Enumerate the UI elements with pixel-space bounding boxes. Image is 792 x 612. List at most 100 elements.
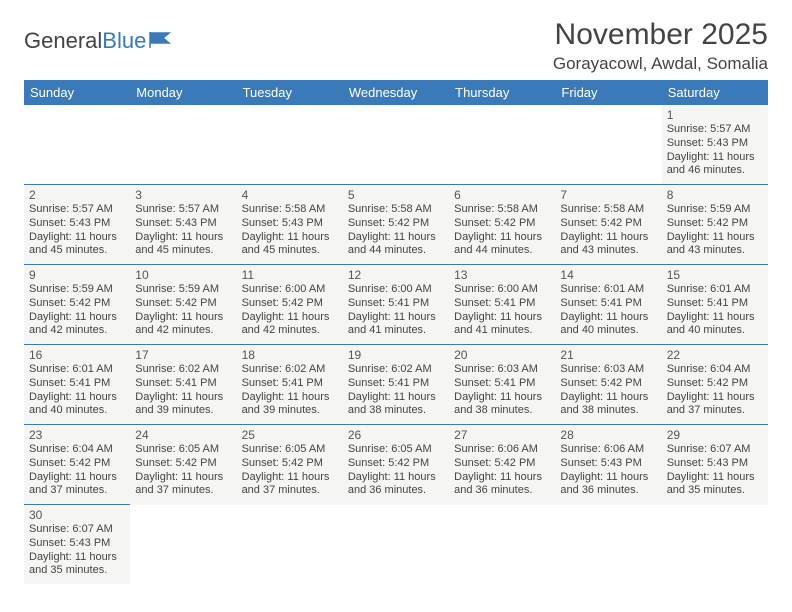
sunrise-line: Sunrise: 6:04 AM [667, 363, 763, 377]
flag-icon [149, 31, 173, 49]
calendar-cell: 3Sunrise: 5:57 AMSunset: 5:43 PMDaylight… [130, 185, 236, 265]
daylight-line: Daylight: 11 hours and 35 minutes. [667, 471, 763, 499]
daylight-line: Daylight: 11 hours and 37 minutes. [135, 471, 231, 499]
sunrise-line: Sunrise: 6:05 AM [348, 443, 444, 457]
sunrise-line: Sunrise: 6:04 AM [29, 443, 125, 457]
daylight-line: Daylight: 11 hours and 38 minutes. [348, 391, 444, 419]
daylight-line: Daylight: 11 hours and 42 minutes. [29, 311, 125, 339]
calendar-cell: 14Sunrise: 6:01 AMSunset: 5:41 PMDayligh… [555, 265, 661, 345]
sunrise-line: Sunrise: 6:05 AM [242, 443, 338, 457]
sunset-line: Sunset: 5:41 PM [29, 377, 125, 391]
sunset-line: Sunset: 5:43 PM [135, 217, 231, 231]
calendar-cell [343, 105, 449, 185]
daylight-line: Daylight: 11 hours and 35 minutes. [29, 551, 125, 579]
sunset-line: Sunset: 5:42 PM [454, 217, 550, 231]
calendar-cell [555, 105, 661, 185]
calendar-cell: 28Sunrise: 6:06 AMSunset: 5:43 PMDayligh… [555, 425, 661, 505]
day-header: Tuesday [237, 80, 343, 105]
sunrise-line: Sunrise: 5:58 AM [242, 203, 338, 217]
daylight-line: Daylight: 11 hours and 44 minutes. [348, 231, 444, 259]
day-number: 25 [242, 428, 338, 442]
daylight-line: Daylight: 11 hours and 36 minutes. [560, 471, 656, 499]
day-number: 14 [560, 268, 656, 282]
calendar-cell: 19Sunrise: 6:02 AMSunset: 5:41 PMDayligh… [343, 345, 449, 425]
sunset-line: Sunset: 5:41 PM [454, 297, 550, 311]
calendar-cell: 7Sunrise: 5:58 AMSunset: 5:42 PMDaylight… [555, 185, 661, 265]
calendar-cell [555, 505, 661, 585]
day-number: 22 [667, 348, 763, 362]
calendar-cell: 10Sunrise: 5:59 AMSunset: 5:42 PMDayligh… [130, 265, 236, 345]
sunset-line: Sunset: 5:41 PM [242, 377, 338, 391]
sunset-line: Sunset: 5:42 PM [454, 457, 550, 471]
sunrise-line: Sunrise: 5:58 AM [454, 203, 550, 217]
sunrise-line: Sunrise: 6:03 AM [454, 363, 550, 377]
calendar-cell [130, 105, 236, 185]
sunrise-line: Sunrise: 6:06 AM [454, 443, 550, 457]
sunrise-line: Sunrise: 5:57 AM [667, 123, 763, 137]
sunrise-line: Sunrise: 6:02 AM [242, 363, 338, 377]
day-number: 27 [454, 428, 550, 442]
sunrise-line: Sunrise: 6:01 AM [560, 283, 656, 297]
calendar-cell: 24Sunrise: 6:05 AMSunset: 5:42 PMDayligh… [130, 425, 236, 505]
day-header: Friday [555, 80, 661, 105]
sunrise-line: Sunrise: 6:07 AM [29, 523, 125, 537]
calendar-cell [449, 505, 555, 585]
day-number: 13 [454, 268, 550, 282]
page-header: GeneralBlue November 2025 Gorayacowl, Aw… [24, 18, 768, 74]
sunset-line: Sunset: 5:43 PM [667, 457, 763, 471]
day-number: 5 [348, 188, 444, 202]
calendar-week: 1Sunrise: 5:57 AMSunset: 5:43 PMDaylight… [24, 105, 768, 185]
calendar-cell: 9Sunrise: 5:59 AMSunset: 5:42 PMDaylight… [24, 265, 130, 345]
sunset-line: Sunset: 5:41 PM [560, 297, 656, 311]
calendar-cell [343, 505, 449, 585]
day-header: Saturday [662, 80, 768, 105]
sunrise-line: Sunrise: 5:57 AM [135, 203, 231, 217]
daylight-line: Daylight: 11 hours and 40 minutes. [29, 391, 125, 419]
calendar-cell [237, 105, 343, 185]
daylight-line: Daylight: 11 hours and 43 minutes. [667, 231, 763, 259]
sunrise-line: Sunrise: 6:05 AM [135, 443, 231, 457]
sunset-line: Sunset: 5:42 PM [29, 457, 125, 471]
calendar-week: 30Sunrise: 6:07 AMSunset: 5:43 PMDayligh… [24, 505, 768, 585]
calendar-cell [449, 105, 555, 185]
calendar-cell: 22Sunrise: 6:04 AMSunset: 5:42 PMDayligh… [662, 345, 768, 425]
day-header: Thursday [449, 80, 555, 105]
sunrise-line: Sunrise: 5:57 AM [29, 203, 125, 217]
daylight-line: Daylight: 11 hours and 37 minutes. [29, 471, 125, 499]
calendar-cell: 11Sunrise: 6:00 AMSunset: 5:42 PMDayligh… [237, 265, 343, 345]
calendar-cell [237, 505, 343, 585]
calendar-cell: 26Sunrise: 6:05 AMSunset: 5:42 PMDayligh… [343, 425, 449, 505]
daylight-line: Daylight: 11 hours and 39 minutes. [242, 391, 338, 419]
daylight-line: Daylight: 11 hours and 41 minutes. [454, 311, 550, 339]
sunrise-line: Sunrise: 6:06 AM [560, 443, 656, 457]
daylight-line: Daylight: 11 hours and 45 minutes. [29, 231, 125, 259]
day-number: 15 [667, 268, 763, 282]
day-header-row: SundayMondayTuesdayWednesdayThursdayFrid… [24, 80, 768, 105]
calendar-cell: 16Sunrise: 6:01 AMSunset: 5:41 PMDayligh… [24, 345, 130, 425]
calendar-head: SundayMondayTuesdayWednesdayThursdayFrid… [24, 80, 768, 105]
daylight-line: Daylight: 11 hours and 44 minutes. [454, 231, 550, 259]
calendar-cell: 29Sunrise: 6:07 AMSunset: 5:43 PMDayligh… [662, 425, 768, 505]
sunrise-line: Sunrise: 6:02 AM [348, 363, 444, 377]
sunset-line: Sunset: 5:41 PM [348, 377, 444, 391]
day-number: 6 [454, 188, 550, 202]
calendar-cell: 4Sunrise: 5:58 AMSunset: 5:43 PMDaylight… [237, 185, 343, 265]
daylight-line: Daylight: 11 hours and 38 minutes. [454, 391, 550, 419]
daylight-line: Daylight: 11 hours and 37 minutes. [242, 471, 338, 499]
sunrise-line: Sunrise: 6:07 AM [667, 443, 763, 457]
calendar-cell: 5Sunrise: 5:58 AMSunset: 5:42 PMDaylight… [343, 185, 449, 265]
daylight-line: Daylight: 11 hours and 40 minutes. [667, 311, 763, 339]
day-number: 28 [560, 428, 656, 442]
calendar-cell: 18Sunrise: 6:02 AMSunset: 5:41 PMDayligh… [237, 345, 343, 425]
day-header: Monday [130, 80, 236, 105]
sunset-line: Sunset: 5:41 PM [454, 377, 550, 391]
calendar-cell: 1Sunrise: 5:57 AMSunset: 5:43 PMDaylight… [662, 105, 768, 185]
sunset-line: Sunset: 5:42 PM [135, 457, 231, 471]
day-number: 1 [667, 108, 763, 122]
sunrise-line: Sunrise: 6:01 AM [29, 363, 125, 377]
daylight-line: Daylight: 11 hours and 37 minutes. [667, 391, 763, 419]
day-header: Sunday [24, 80, 130, 105]
sunset-line: Sunset: 5:42 PM [560, 217, 656, 231]
day-number: 24 [135, 428, 231, 442]
day-number: 20 [454, 348, 550, 362]
